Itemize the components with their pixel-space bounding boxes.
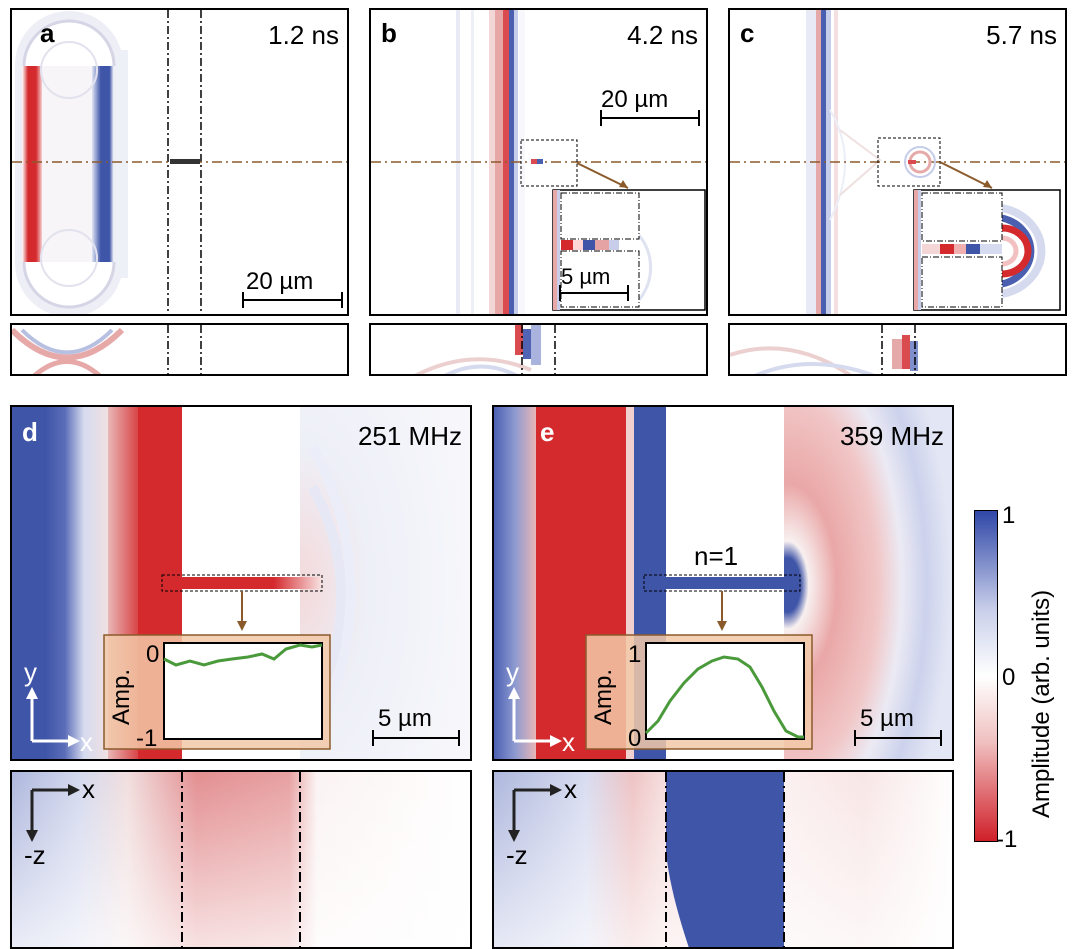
panel-e-field — [494, 407, 952, 759]
panel-a-scale-label: 20 µm — [246, 268, 314, 295]
panel-e-inset-ylabel: Amp. — [590, 668, 617, 725]
panel-b-inset-scale-label: 5 µm — [561, 264, 611, 289]
panel-c-label: c — [740, 18, 755, 48]
panel-d-label: d — [22, 417, 38, 447]
panel-d-inset-ylabel: Amp. — [108, 668, 135, 725]
panel-a-lower — [10, 323, 349, 376]
panel-a-scale-bar — [242, 292, 343, 308]
panel-e-inset-ymin: 0 — [628, 725, 642, 752]
panel-a-time: 1.2 ns — [268, 20, 339, 50]
panel-b-lower — [369, 323, 708, 376]
panel-a-field — [12, 10, 347, 314]
panel-b-scale-label: 20 µm — [601, 86, 669, 113]
panel-e-mode-label: n=1 — [694, 541, 739, 571]
panel-d-freq: 251 MHz — [357, 421, 462, 451]
panel-d-axis-y: y — [24, 657, 37, 687]
colorbar-tick-top: 1 — [1002, 502, 1016, 529]
panel-b-scale-bar — [600, 110, 700, 126]
panel-d-lower-axis-z: -z — [24, 840, 46, 870]
panel-d-lower-axis-x: x — [82, 774, 95, 804]
panel-a: a 1.2 ns 20 µm — [10, 8, 349, 316]
panel-e-scale-bar — [854, 730, 942, 746]
colorbar-tick-mid: 0 — [1002, 664, 1016, 691]
panel-b-inset-scale-bar — [559, 285, 629, 301]
panel-b-field — [371, 10, 706, 314]
colorbar — [974, 510, 998, 842]
panel-d-scale-bar — [372, 730, 460, 746]
panel-a-label: a — [40, 18, 55, 48]
panel-d: d 251 MHz y x Amp. 0 -1 5 µm — [10, 405, 472, 761]
panel-e-freq: 359 MHz — [839, 421, 944, 451]
panel-b-label: b — [381, 18, 397, 48]
panel-d-field — [12, 407, 470, 759]
panel-d-inset-ymin: -1 — [136, 725, 158, 752]
colorbar-tick-bottom: -1 — [996, 826, 1018, 853]
panel-c-time: 5.7 ns — [986, 20, 1057, 50]
panel-e-scale-label: 5 µm — [860, 705, 914, 732]
panel-d-axis-x: x — [80, 727, 93, 757]
panel-e-axis-x: x — [562, 727, 575, 757]
panel-c-field — [730, 10, 1065, 314]
panel-e: e 359 MHz n=1 y x Amp. 1 0 5 µm — [492, 405, 954, 761]
panel-c: c 5.7 ns — [728, 8, 1067, 316]
panel-e-lower-axis-x: x — [564, 774, 577, 804]
panel-b-time: 4.2 ns — [627, 20, 698, 50]
colorbar-label: Amplitude (arb. units) — [1028, 589, 1055, 818]
panel-d-inset-ymax: 0 — [146, 641, 160, 668]
panel-e-lower-axis-z: -z — [506, 840, 528, 870]
panel-e-axis-y: y — [506, 657, 519, 687]
panel-e-label: e — [540, 417, 555, 447]
panel-d-lower: x -z — [10, 770, 472, 949]
panel-c-lower — [728, 323, 1067, 376]
panel-e-lower: x -z — [492, 770, 954, 949]
panel-e-inset-ymax: 1 — [628, 641, 642, 668]
panel-b: b 4.2 ns 20 µm 5 µm — [369, 8, 708, 316]
panel-d-scale-label: 5 µm — [378, 705, 432, 732]
